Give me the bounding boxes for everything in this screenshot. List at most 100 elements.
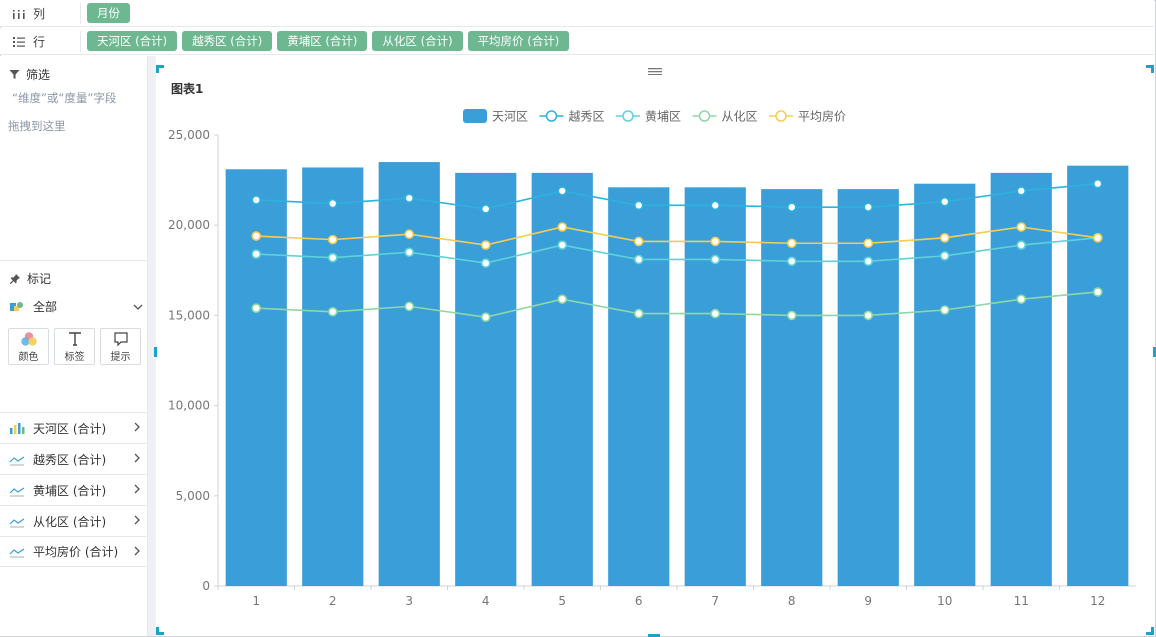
color-button[interactable]: 颜色 [8,328,49,365]
legend-marker[interactable] [775,110,787,122]
point-黄埔区[interactable] [939,251,950,261]
bar-天河区[interactable] [608,187,670,586]
point-黄埔区[interactable] [557,240,568,250]
row-field-pill[interactable]: 黄埔区 (合计) [277,31,368,51]
point-平均房价[interactable] [557,222,568,232]
resize-handle-right[interactable] [1153,347,1156,357]
point-从化区[interactable] [327,306,338,317]
point-越秀区[interactable] [863,202,874,212]
point-黄埔区[interactable] [710,254,721,265]
row-field-pill[interactable]: 从化区 (合计) [372,31,463,51]
line-chart-icon [9,518,25,527]
drag-handle-icon[interactable] [648,67,662,75]
point-平均房价[interactable] [251,231,262,241]
point-越秀区[interactable] [1092,178,1103,189]
y-tick-label: 0 [202,579,210,593]
point-从化区[interactable] [480,312,491,323]
chart-container[interactable]: 0 5,000 10,000 15,000 20,000 25,000 1 2 3 4 5 6 7 8 9 1… [154,65,1156,637]
point-越秀区[interactable] [786,202,797,212]
legend-label[interactable]: 从化区 [722,110,758,124]
point-越秀区[interactable] [404,193,415,203]
point-越秀区[interactable] [633,200,644,211]
point-从化区[interactable] [557,294,568,304]
marks-field-item[interactable]: 平均房价 (合计) [0,536,148,567]
point-平均房价[interactable] [863,238,874,249]
point-平均房价[interactable] [1092,233,1103,243]
resize-handle-top-right[interactable] [1146,65,1154,73]
point-黄埔区[interactable] [404,247,415,258]
point-越秀区[interactable] [710,200,721,211]
point-越秀区[interactable] [939,196,950,207]
bar-天河区[interactable] [990,172,1052,586]
point-黄埔区[interactable] [251,249,262,259]
point-平均房价[interactable] [786,238,797,249]
point-黄埔区[interactable] [863,256,874,267]
label-button[interactable]: 标签 [54,328,95,365]
resize-handle-bottom-left[interactable] [156,627,164,635]
point-黄埔区[interactable] [633,254,644,265]
point-平均房价[interactable] [939,233,950,243]
point-越秀区[interactable] [480,204,491,214]
point-平均房价[interactable] [327,234,338,245]
chevron-right-icon [134,452,140,466]
bar-天河区[interactable] [531,172,593,586]
resize-handle-bottom-right[interactable] [1146,627,1154,635]
bar-天河区[interactable] [761,189,823,586]
resize-handle-top-left[interactable] [156,65,164,73]
point-黄埔区[interactable] [327,252,338,263]
point-平均房价[interactable] [480,240,491,250]
bar-天河区[interactable] [302,167,364,587]
point-越秀区[interactable] [1016,186,1027,196]
point-平均房价[interactable] [710,236,721,247]
point-越秀区[interactable] [557,186,568,196]
row-field-pill[interactable]: 越秀区 (合计) [182,31,273,51]
point-越秀区[interactable] [327,198,338,209]
point-从化区[interactable] [710,308,721,319]
row-field-pill[interactable]: 天河区 (合计) [87,31,178,51]
marks-field-item[interactable]: 越秀区 (合计) [0,443,148,474]
marks-field-item[interactable]: 从化区 (合计) [0,505,148,536]
point-从化区[interactable] [633,308,644,319]
point-从化区[interactable] [786,310,797,321]
legend-marker[interactable] [698,110,711,122]
filter-hint-line1[interactable]: “维度”或“度量”字段 [12,91,117,105]
column-field-pill[interactable]: 月份 [87,3,130,23]
row-field-pill[interactable]: 平均房价 (合计) [467,31,570,51]
bar-天河区[interactable] [455,172,517,586]
line-chart-icon [9,487,25,496]
point-平均房价[interactable] [633,236,644,247]
legend-label[interactable]: 平均房价 [798,109,846,124]
resize-handle-left[interactable] [154,347,157,357]
legend-marker[interactable] [622,110,634,122]
point-黄埔区[interactable] [786,256,797,267]
point-从化区[interactable] [404,301,415,312]
marks-field-item[interactable]: 天河区 (合计) [0,412,148,443]
filter-hint-line2[interactable]: 拖拽到这里 [8,119,66,133]
marks-field-item[interactable]: 黄埔区 (合计) [0,474,148,505]
tooltip-button[interactable]: 提示 [100,328,141,365]
bar-天河区[interactable] [837,189,899,586]
point-黄埔区[interactable] [1016,240,1027,250]
bar-天河区[interactable] [1067,165,1129,586]
marks-all-selector[interactable]: 全部 [9,297,143,315]
point-平均房价[interactable] [404,229,415,240]
bar-天河区[interactable] [684,187,746,586]
legend-label[interactable]: 黄埔区 [645,110,681,124]
point-从化区[interactable] [863,310,874,321]
legend-marker[interactable] [545,110,558,122]
x-tick-label: 2 [329,594,337,608]
legend-swatch[interactable] [463,109,487,123]
point-从化区[interactable] [1092,287,1103,297]
point-黄埔区[interactable] [480,258,491,268]
legend-label[interactable]: 越秀区 [569,110,605,124]
point-从化区[interactable] [939,305,950,315]
point-从化区[interactable] [251,303,262,313]
bar-天河区[interactable] [914,183,976,586]
point-从化区[interactable] [1016,294,1027,304]
chevron-right-icon [134,545,140,559]
point-越秀区[interactable] [251,195,262,205]
resize-handle-bottom[interactable] [648,634,660,637]
point-平均房价[interactable] [1016,222,1027,232]
legend-label[interactable]: 天河区 [492,110,528,124]
bar-天河区[interactable] [378,162,440,586]
